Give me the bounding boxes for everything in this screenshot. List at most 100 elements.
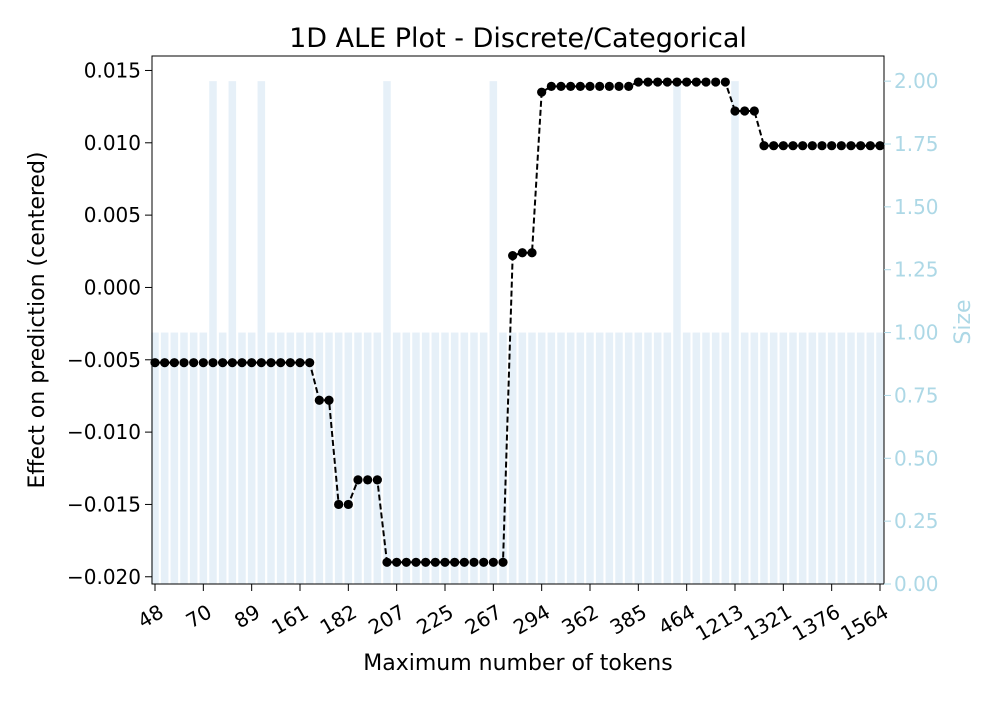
ale-point — [450, 557, 460, 567]
y-tick-label: 0.010 — [84, 131, 141, 155]
ale-point — [208, 358, 218, 368]
size-bar — [692, 332, 701, 584]
ale-point — [353, 475, 363, 485]
size-bar — [228, 81, 237, 585]
size-bar — [325, 332, 333, 584]
size-bar — [769, 332, 778, 584]
x-tick-label: 1376 — [788, 600, 844, 646]
ale-point — [711, 77, 721, 87]
ale-point — [189, 358, 199, 368]
size-bar — [479, 332, 488, 584]
x-tick-label: 225 — [412, 600, 457, 640]
size-bar — [247, 332, 256, 584]
size-bar — [827, 332, 836, 584]
size-bar — [566, 332, 575, 584]
size-bar — [876, 332, 884, 584]
size-bar — [547, 332, 556, 584]
ale-point — [566, 81, 576, 91]
size-bar — [412, 332, 420, 584]
ale-point — [305, 358, 315, 368]
size-bar — [354, 332, 362, 584]
size-bar — [470, 332, 478, 584]
ale-point — [778, 141, 788, 151]
x-axis: 48 70 89 161 182 207 225 267 294 362 385 4641213132… — [133, 584, 893, 646]
ale-point — [865, 141, 875, 151]
ale-point — [691, 77, 701, 87]
y2-tick-label: 0.25 — [894, 509, 939, 533]
y2-axis-label: Size — [951, 299, 976, 344]
ale-point — [769, 141, 779, 151]
ale-point — [759, 141, 769, 151]
ale-point — [430, 557, 440, 567]
size-bar — [518, 332, 527, 584]
ale-point — [479, 557, 489, 567]
ale-point — [662, 77, 672, 87]
ale-point — [160, 358, 170, 368]
ale-point — [334, 499, 344, 510]
size-bar — [653, 332, 662, 584]
y-axis-right: 2.00 1.75 1.50 1.25 1.00 0.75 0.50 0.25 0.00 — [884, 69, 939, 596]
size-bar — [160, 332, 169, 584]
y2-tick-label: 1.75 — [894, 132, 939, 156]
ale-point — [798, 141, 808, 151]
ale-point — [537, 87, 547, 97]
ale-point — [488, 557, 498, 567]
size-bar — [450, 332, 459, 584]
ale-point — [856, 141, 866, 151]
size-bar — [431, 332, 440, 584]
ale-point — [749, 106, 759, 116]
ale-point — [237, 358, 247, 368]
size-bar — [557, 332, 565, 584]
size-bar — [789, 332, 797, 584]
size-bar — [702, 332, 710, 584]
ale-point — [314, 395, 324, 405]
ale-point — [198, 358, 208, 368]
y2-tick-label: 0.75 — [894, 383, 939, 407]
size-bar — [673, 81, 681, 585]
size-bar — [238, 332, 246, 584]
ale-point — [653, 77, 663, 87]
y-axis-left: 0.015 0.010 0.005 0.000 −0.005 −0.010 −0.015 −0… — [67, 58, 152, 589]
ale-point — [508, 251, 518, 261]
y2-tick-label: 1.25 — [894, 258, 939, 282]
size-bar — [421, 332, 430, 584]
size-bar — [170, 332, 179, 584]
y-tick-label: 0.015 — [84, 58, 141, 82]
x-tick-label: 267 — [461, 600, 506, 640]
y-axis-label: Effect on prediction (centered) — [25, 151, 50, 488]
y-tick-label: 0.005 — [84, 203, 141, 227]
size-bar — [624, 332, 633, 584]
ale-point — [546, 81, 556, 91]
ale-point — [517, 248, 527, 258]
ale-point — [411, 557, 421, 567]
ale-point — [846, 141, 856, 151]
size-bar — [363, 332, 372, 584]
size-bar — [257, 81, 266, 585]
y2-tick-label: 2.00 — [894, 69, 939, 93]
size-bar — [847, 332, 855, 584]
x-axis-label: Maximum number of tokens — [363, 651, 672, 676]
ale-point — [266, 358, 276, 368]
ale-point — [247, 358, 257, 368]
ale-point — [324, 395, 334, 405]
size-bar — [779, 332, 788, 584]
y-tick-label: −0.015 — [67, 492, 141, 516]
size-bar — [711, 332, 720, 584]
size-bar — [682, 332, 691, 584]
ale-point — [827, 141, 837, 151]
ale-point — [817, 141, 827, 151]
ale-point — [421, 557, 431, 567]
y-tick-label: −0.005 — [67, 348, 141, 372]
size-bar — [344, 332, 353, 584]
size-bar — [537, 332, 546, 584]
size-bar — [267, 332, 275, 584]
ale-point — [575, 81, 585, 91]
ale-point — [836, 141, 846, 151]
ale-point — [401, 557, 411, 567]
x-tick-label: 1321 — [740, 600, 796, 646]
ale-point — [276, 358, 286, 368]
size-bar — [460, 332, 469, 584]
ale-point — [643, 77, 653, 87]
x-tick-label: 1564 — [836, 600, 892, 646]
